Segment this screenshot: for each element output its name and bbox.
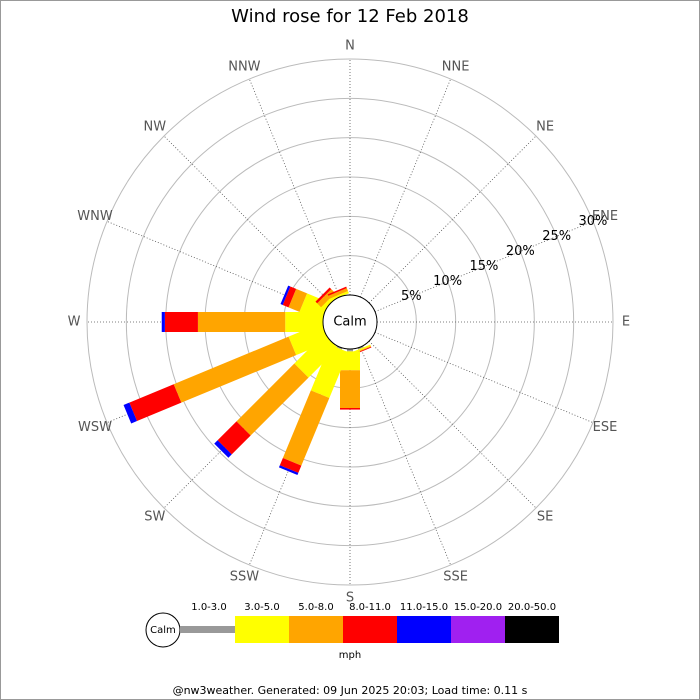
legend-swatch bbox=[289, 616, 343, 643]
direction-label: SSE bbox=[443, 569, 468, 584]
legend-swatch bbox=[451, 616, 505, 643]
legend-label: 1.0-3.0 bbox=[191, 602, 226, 613]
bar-segment bbox=[129, 384, 182, 422]
unit-label: mph bbox=[339, 650, 361, 661]
bar-segment bbox=[327, 286, 347, 296]
bar-segment bbox=[236, 363, 309, 436]
bar-segment bbox=[279, 457, 302, 473]
r-tick-label: 10% bbox=[433, 274, 462, 289]
calm-label: Calm bbox=[333, 315, 366, 330]
bar-segment bbox=[214, 440, 232, 458]
r-tick-label: 25% bbox=[542, 229, 571, 244]
bar-segment bbox=[161, 312, 165, 332]
spoke bbox=[359, 346, 452, 566]
bar-segment bbox=[288, 288, 308, 312]
direction-label: SSW bbox=[230, 569, 260, 584]
spoke bbox=[374, 331, 594, 424]
bar-segment bbox=[336, 345, 343, 350]
bar-segment bbox=[340, 370, 360, 408]
bar-segment bbox=[164, 312, 198, 332]
bar-segment bbox=[294, 334, 338, 378]
direction-label: W bbox=[68, 315, 81, 330]
calm-circle bbox=[322, 294, 378, 350]
direction-label: ESE bbox=[593, 420, 618, 435]
legend-label: 5.0-8.0 bbox=[298, 602, 333, 613]
r-tick-label: 20% bbox=[506, 244, 535, 259]
bar-segment bbox=[340, 408, 360, 410]
spoke bbox=[163, 135, 332, 304]
grid-ring bbox=[125, 97, 575, 547]
legend-label: 3.0-5.0 bbox=[244, 602, 279, 613]
legend-swatch bbox=[180, 626, 235, 633]
direction-label: SW bbox=[144, 510, 165, 525]
direction-label: NNW bbox=[228, 60, 260, 75]
direction-label: S bbox=[346, 591, 354, 606]
bar-segment bbox=[329, 291, 349, 301]
footer: @nw3weather. Generated: 09 Jun 2025 20:0… bbox=[173, 684, 528, 697]
bar-segment bbox=[328, 288, 349, 299]
spoke bbox=[368, 135, 537, 304]
legend-label: 8.0-11.0 bbox=[349, 602, 391, 613]
bar-segment bbox=[315, 287, 332, 304]
r-tick-label: 15% bbox=[470, 259, 499, 274]
direction-label: WNW bbox=[77, 209, 113, 224]
bar-segment bbox=[347, 349, 353, 352]
legend-calm-label: Calm bbox=[150, 625, 176, 636]
direction-label: NNE bbox=[442, 60, 470, 75]
legend-label: 20.0-50.0 bbox=[508, 602, 556, 613]
direction-label: ENE bbox=[592, 209, 618, 224]
bar-segment bbox=[282, 286, 297, 308]
bar-segment bbox=[280, 285, 291, 305]
legend-swatch bbox=[397, 616, 451, 643]
legend-label: 11.0-15.0 bbox=[400, 602, 448, 613]
bar-segment bbox=[282, 390, 330, 466]
legend-swatch bbox=[343, 616, 397, 643]
bar-segment bbox=[123, 402, 138, 424]
grid-ring bbox=[86, 58, 614, 586]
direction-label: E bbox=[622, 315, 630, 330]
direction-label: SE bbox=[537, 510, 553, 525]
spoke bbox=[248, 78, 341, 298]
r-tick-label: 5% bbox=[401, 289, 422, 304]
r-tick-label: 30% bbox=[579, 214, 608, 229]
spoke bbox=[374, 220, 594, 313]
spoke bbox=[368, 340, 537, 509]
bar-segment bbox=[357, 345, 364, 350]
spoke bbox=[359, 78, 452, 298]
legend-swatch bbox=[505, 616, 559, 643]
bar-segment bbox=[278, 465, 299, 476]
chart-title: Wind rose for 12 Feb 2018 bbox=[231, 6, 469, 27]
bar-segment bbox=[310, 344, 349, 399]
direction-label: NW bbox=[144, 119, 167, 134]
direction-label: WSW bbox=[78, 420, 112, 435]
legend-swatch bbox=[235, 616, 289, 643]
bar-segment bbox=[217, 421, 251, 455]
bar-segment bbox=[173, 336, 297, 403]
direction-label: NE bbox=[536, 119, 554, 134]
direction-label: N bbox=[345, 39, 355, 54]
bar-segment bbox=[197, 312, 286, 332]
legend-label: 15.0-20.0 bbox=[454, 602, 502, 613]
